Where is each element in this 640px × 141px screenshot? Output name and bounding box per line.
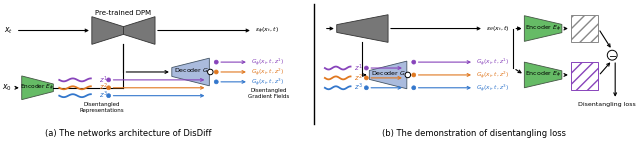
Text: $z^3$: $z^3$ <box>355 82 364 93</box>
Text: $G_\phi(x_t,t,z^3)$: $G_\phi(x_t,t,z^3)$ <box>476 82 509 93</box>
Circle shape <box>214 60 218 64</box>
Text: (b) The demonstration of disentangling loss: (b) The demonstration of disentangling l… <box>382 129 566 138</box>
Text: $\epsilon_\theta(x_t,t)$: $\epsilon_\theta(x_t,t)$ <box>486 24 509 33</box>
Text: $G_\phi(x_t,t,z^1)$: $G_\phi(x_t,t,z^1)$ <box>251 56 284 68</box>
Circle shape <box>107 78 111 82</box>
Bar <box>571 62 598 90</box>
Circle shape <box>214 80 218 84</box>
Circle shape <box>412 60 416 64</box>
Text: Encoder $E_\phi$: Encoder $E_\phi$ <box>525 70 561 80</box>
Text: $G_\phi(x_t,t,z^1)$: $G_\phi(x_t,t,z^1)$ <box>476 56 509 68</box>
Text: Decoder $G_\phi$: Decoder $G_\phi$ <box>371 70 409 80</box>
Polygon shape <box>92 17 124 44</box>
Bar <box>571 15 598 42</box>
Polygon shape <box>524 16 562 41</box>
Circle shape <box>207 69 213 75</box>
Circle shape <box>107 94 111 98</box>
Text: $-$: $-$ <box>607 50 617 60</box>
Text: Pre-trained DPM: Pre-trained DPM <box>95 10 152 16</box>
Circle shape <box>364 76 369 80</box>
Circle shape <box>405 72 411 78</box>
Polygon shape <box>22 76 53 100</box>
Polygon shape <box>172 58 209 86</box>
Circle shape <box>412 86 416 90</box>
Text: $z^2$: $z^2$ <box>355 72 363 84</box>
Text: $z^1$: $z^1$ <box>99 74 108 86</box>
Text: $x_t$: $x_t$ <box>4 25 13 36</box>
Circle shape <box>364 66 369 70</box>
Text: $G_\phi(x_t,t,z^2)$: $G_\phi(x_t,t,z^2)$ <box>251 66 284 78</box>
Circle shape <box>107 86 111 90</box>
Text: Disentangled
Gradient Fields: Disentangled Gradient Fields <box>248 88 289 99</box>
Text: $z^3$: $z^3$ <box>99 90 108 101</box>
Text: $z^1$: $z^1$ <box>355 62 363 74</box>
Circle shape <box>412 73 416 77</box>
Polygon shape <box>524 62 562 88</box>
Circle shape <box>607 50 617 60</box>
Text: Disentangled
Representations: Disentangled Representations <box>79 102 124 113</box>
Text: Encoder $E_\phi$: Encoder $E_\phi$ <box>525 23 561 34</box>
Polygon shape <box>124 17 155 44</box>
Text: Decoder $G_\phi$: Decoder $G_\phi$ <box>173 67 211 77</box>
Text: $G_\phi(x_t,t,z^2)$: $G_\phi(x_t,t,z^2)$ <box>476 69 509 81</box>
Polygon shape <box>369 61 407 89</box>
Circle shape <box>214 70 218 74</box>
Polygon shape <box>337 15 388 42</box>
Circle shape <box>364 86 369 90</box>
Text: Encoder $E_\phi$: Encoder $E_\phi$ <box>20 83 54 93</box>
Text: $G_\phi(x_t,t,z^3)$: $G_\phi(x_t,t,z^3)$ <box>251 76 284 88</box>
Text: $x_0$: $x_0$ <box>2 82 12 93</box>
Text: Disentangling loss: Disentangling loss <box>579 102 636 107</box>
Text: (a) The networks architecture of DisDiff: (a) The networks architecture of DisDiff <box>45 129 212 138</box>
Text: $z^2$: $z^2$ <box>99 82 108 93</box>
Text: $\epsilon_\phi(x_t,t)$: $\epsilon_\phi(x_t,t)$ <box>255 25 278 36</box>
